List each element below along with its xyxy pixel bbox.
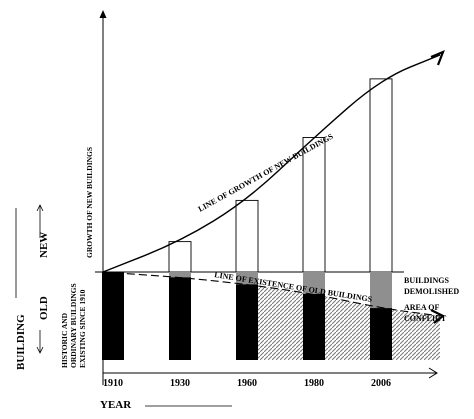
conflict-label-line1: AREA OF bbox=[404, 303, 439, 312]
growth-line-arrowhead bbox=[430, 49, 445, 66]
old-axis-label-line2: ORDINARY BUILDINGS bbox=[69, 283, 78, 368]
time-axis-arrowhead bbox=[428, 367, 438, 379]
old-buildings-bar bbox=[370, 308, 392, 360]
old-buildings-bar bbox=[102, 272, 124, 360]
old-axis-label-line1: HISTORIC AND bbox=[60, 312, 69, 368]
old-buildings-bar bbox=[169, 277, 191, 360]
new-buildings-bar bbox=[302, 137, 326, 273]
new-axis-label: GROWTH OF NEW BUILDINGS bbox=[85, 147, 94, 258]
new-buildings-bar bbox=[168, 241, 192, 273]
year-tick-label: 1960 bbox=[237, 378, 257, 389]
existence-line-curve bbox=[102, 271, 441, 317]
demolished-buildings-bar bbox=[303, 272, 325, 294]
demolished-label-line1: BUILDINGS bbox=[404, 276, 449, 285]
x-axis-title: YEAR bbox=[100, 399, 132, 411]
year-tick-label: 1910 bbox=[103, 378, 123, 389]
ylabel-new: NEW bbox=[38, 232, 50, 258]
year-tick-label: 1930 bbox=[170, 378, 190, 389]
demolished-label-line2: DEMOLISHED bbox=[404, 287, 459, 296]
new-building-axis-arrowhead bbox=[99, 10, 107, 18]
new-buildings-bar bbox=[369, 78, 393, 273]
demolished-buildings-bar bbox=[236, 272, 258, 285]
conflict-label-line2: CONFLICT bbox=[404, 314, 447, 323]
demolished-buildings-bar bbox=[169, 272, 191, 278]
old-direction-arrow-head bbox=[36, 346, 44, 354]
ylabel-building: BUILDING bbox=[15, 314, 27, 370]
old-buildings-bar bbox=[236, 284, 258, 360]
ylabel-old: OLD bbox=[38, 296, 50, 320]
year-tick-label: 2006 bbox=[371, 378, 391, 389]
old-buildings-bar bbox=[303, 294, 325, 360]
new-buildings-bar bbox=[235, 199, 259, 273]
demolished-buildings-bar bbox=[370, 272, 392, 309]
year-tick-label: 1980 bbox=[304, 378, 324, 389]
growth-line-curve bbox=[102, 54, 441, 273]
old-axis-label-line3: EXISTING SINCE 1910 bbox=[78, 289, 87, 368]
existence-line-arrowhead bbox=[430, 309, 446, 324]
new-direction-arrow-head bbox=[36, 204, 44, 212]
